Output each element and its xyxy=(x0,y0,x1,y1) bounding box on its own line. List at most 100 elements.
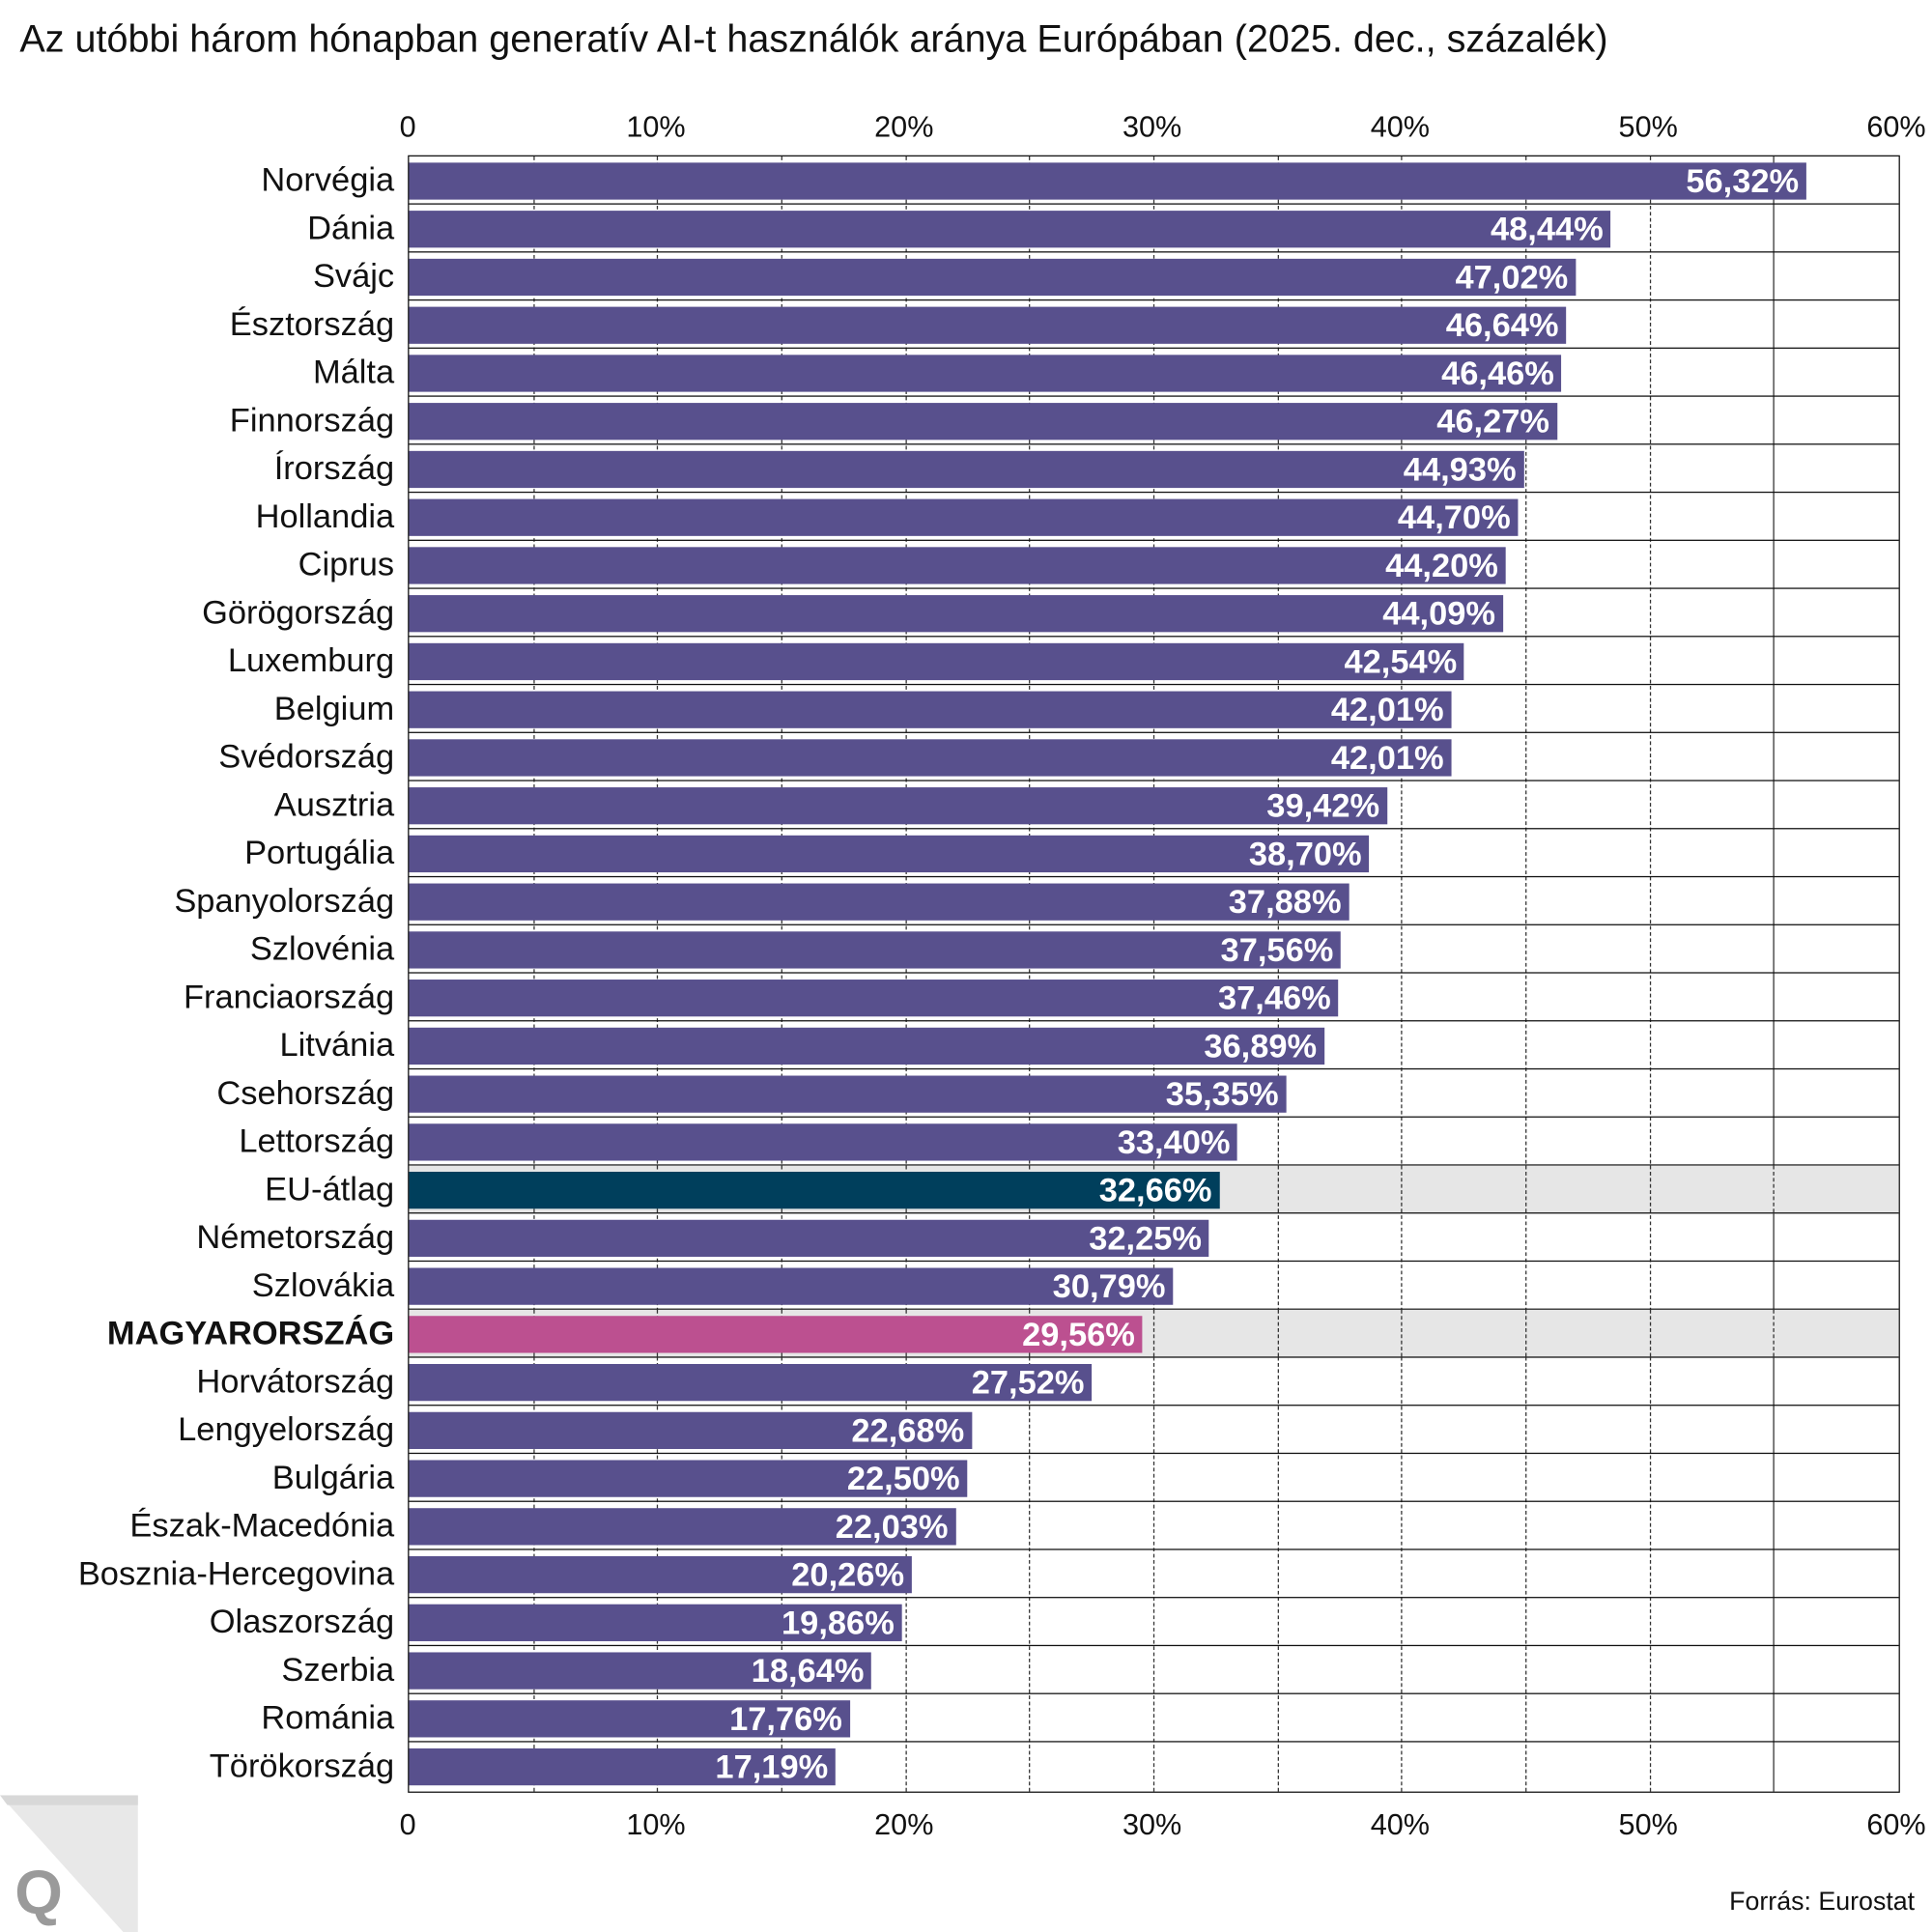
category-label: Románia xyxy=(261,1698,395,1737)
bar: 46,27% xyxy=(409,403,1557,440)
tick-label: 30% xyxy=(1122,110,1182,145)
value-label: 20,26% xyxy=(791,1555,905,1594)
tick-label: 10% xyxy=(626,110,686,145)
bar-row: 27,52% xyxy=(409,1358,1899,1406)
bar-row: 33,40% xyxy=(409,1118,1899,1166)
value-label: 46,27% xyxy=(1436,403,1550,440)
category-label: Spanyolország xyxy=(174,882,395,920)
bar: 39,42% xyxy=(409,787,1387,825)
source-note: Forrás: Eurostat xyxy=(1729,1888,1916,1917)
tick-label: 60% xyxy=(1866,1808,1926,1842)
gridline xyxy=(781,156,782,1792)
value-label: 30,79% xyxy=(1052,1267,1166,1305)
tick-label: 30% xyxy=(1122,1808,1182,1842)
bar: 17,76% xyxy=(409,1700,850,1738)
value-label: 22,68% xyxy=(851,1411,965,1449)
gridline xyxy=(1649,1309,1651,1357)
bar-row: 37,56% xyxy=(409,925,1899,974)
gridline xyxy=(1277,1309,1279,1357)
category-label: Csehország xyxy=(216,1074,395,1112)
value-label: 42,54% xyxy=(1344,642,1458,681)
category-label: Észtország xyxy=(229,305,395,343)
gridline xyxy=(1773,156,1776,1792)
gridline xyxy=(1401,156,1403,1792)
category-label: Észak-Macedónia xyxy=(129,1506,395,1545)
gridline xyxy=(1401,1165,1403,1213)
value-label: 48,44% xyxy=(1490,211,1604,248)
bar: 22,03% xyxy=(409,1508,956,1546)
bar: 30,79% xyxy=(409,1267,1174,1305)
bar-row: 46,46% xyxy=(409,349,1899,397)
bar-row: 56,32% xyxy=(409,156,1899,205)
value-label: 35,35% xyxy=(1165,1075,1279,1113)
category-label: Bosznia-Hercegovina xyxy=(77,1554,395,1592)
bar-row: 18,64% xyxy=(409,1646,1899,1694)
category-label: Franciaország xyxy=(183,978,395,1016)
tick-label: 60% xyxy=(1866,110,1926,145)
bar: 42,54% xyxy=(409,642,1464,681)
bar-row: 20,26% xyxy=(409,1550,1899,1599)
tick-label: 0 xyxy=(399,1808,416,1842)
category-label: Olaszország xyxy=(209,1603,395,1640)
tick-label: 20% xyxy=(874,110,934,145)
bar-row: 48,44% xyxy=(409,205,1899,253)
bar: 44,93% xyxy=(409,450,1524,489)
bar: 22,50% xyxy=(409,1460,968,1497)
bar-row: 35,35% xyxy=(409,1069,1899,1118)
value-label: 44,20% xyxy=(1385,547,1498,584)
value-label: 18,64% xyxy=(751,1652,865,1690)
value-label: 44,70% xyxy=(1397,498,1511,536)
category-label: Luxemburg xyxy=(227,641,395,679)
bar: 37,88% xyxy=(409,883,1350,921)
bar-row: 36,89% xyxy=(409,1021,1899,1070)
bar-row: 19,86% xyxy=(409,1598,1899,1647)
value-label: 56,32% xyxy=(1686,162,1800,200)
value-label: 17,76% xyxy=(729,1700,842,1738)
value-label: 42,01% xyxy=(1330,739,1444,777)
category-label: Ciprus xyxy=(298,546,395,583)
bar: 46,46% xyxy=(409,355,1562,392)
category-label: Finnország xyxy=(229,401,395,440)
value-label: 19,86% xyxy=(781,1604,895,1641)
bar-row: 42,01% xyxy=(409,685,1899,733)
value-label: 47,02% xyxy=(1455,258,1569,297)
bar: 37,46% xyxy=(409,980,1339,1017)
category-label: Szlovákia xyxy=(251,1266,395,1304)
category-label: Törökország xyxy=(209,1747,395,1784)
value-label: 36,89% xyxy=(1204,1027,1318,1065)
value-label: 38,70% xyxy=(1248,835,1362,873)
bar: 36,89% xyxy=(409,1027,1324,1065)
bar-row: 32,66% xyxy=(409,1165,1899,1214)
value-label: 32,66% xyxy=(1098,1172,1212,1209)
bar-row: 44,09% xyxy=(409,589,1899,638)
gridline xyxy=(1401,1309,1403,1357)
bar-row: 47,02% xyxy=(409,252,1899,301)
bar: 44,20% xyxy=(409,547,1506,584)
gridline xyxy=(1029,156,1031,1792)
category-label: Hollandia xyxy=(255,497,395,535)
value-label: 37,56% xyxy=(1220,931,1334,969)
category-label: Ausztria xyxy=(273,785,395,824)
category-label: Szlovénia xyxy=(249,930,395,968)
tick-label: 20% xyxy=(874,1808,934,1842)
bar-row: 22,68% xyxy=(409,1406,1899,1455)
bar: 37,56% xyxy=(409,931,1342,969)
category-label: Szerbia xyxy=(281,1651,395,1689)
tick-label: 0 xyxy=(399,110,416,145)
bar-row: 29,56% xyxy=(409,1309,1899,1358)
logo-icon: Q xyxy=(0,1795,138,1932)
category-label: Németország xyxy=(196,1218,395,1256)
value-label: 46,64% xyxy=(1445,306,1559,344)
value-label: 44,93% xyxy=(1403,450,1517,489)
bar-row: 22,50% xyxy=(409,1454,1899,1502)
chart-title: Az utóbbi három hónapban generatív AI-t … xyxy=(19,16,1608,61)
bar-row: 39,42% xyxy=(409,781,1899,830)
bar: 47,02% xyxy=(409,258,1576,297)
gridline xyxy=(1277,1165,1279,1213)
bar: 46,64% xyxy=(409,306,1567,344)
value-label: 42,01% xyxy=(1330,691,1444,728)
plot-area: 56,32% 48,44% 47,02% 46,64% 46,46% 46,27% 44,9… xyxy=(408,155,1900,1793)
bar: 18,64% xyxy=(409,1652,872,1690)
value-label: 44,09% xyxy=(1382,595,1496,633)
